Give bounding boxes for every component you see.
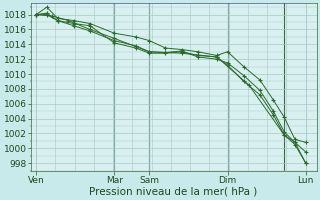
X-axis label: Pression niveau de la mer( hPa ): Pression niveau de la mer( hPa )	[90, 187, 258, 197]
